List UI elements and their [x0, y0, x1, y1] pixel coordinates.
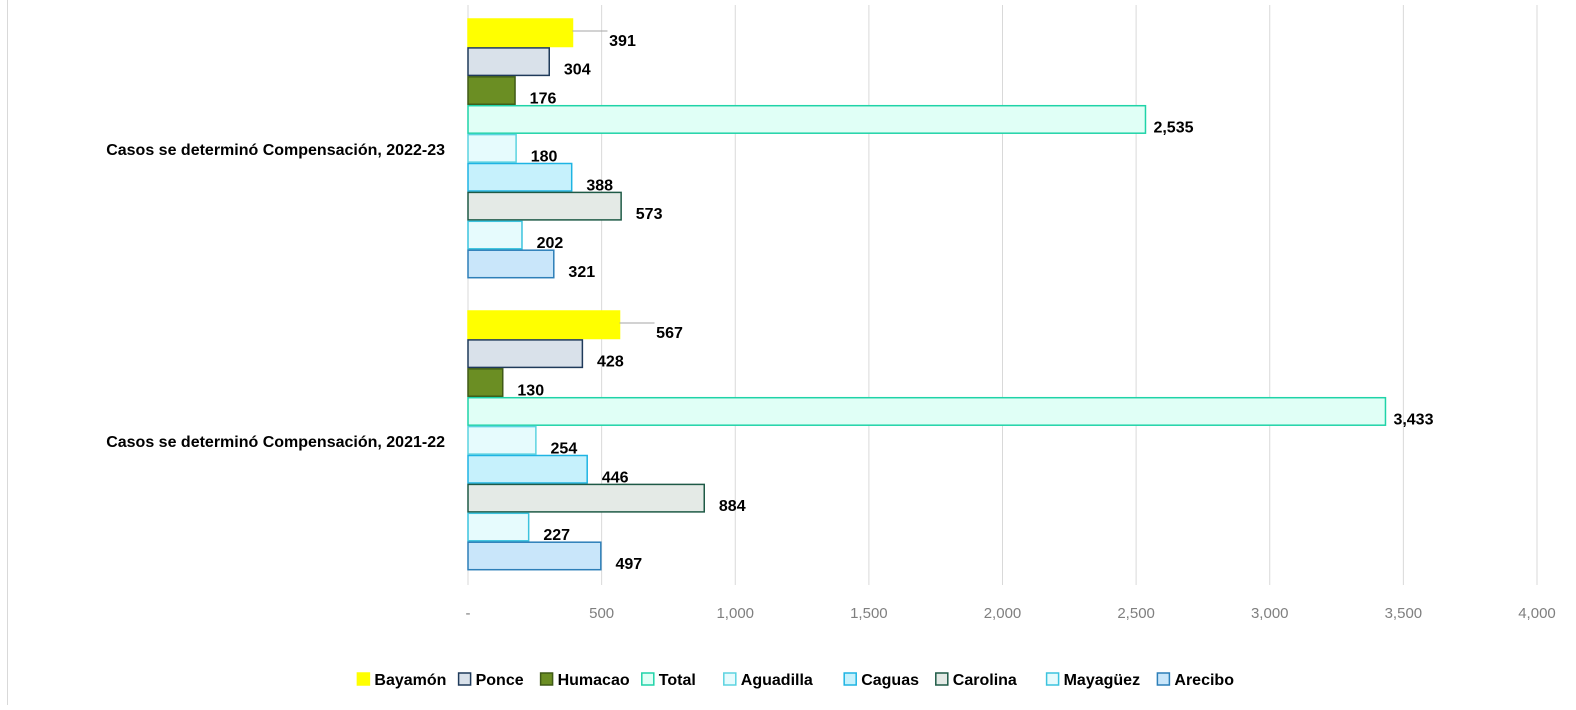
- x-tick-label: -: [466, 605, 471, 622]
- data-label-caguas: 446: [602, 469, 629, 486]
- legend-swatch: [356, 672, 371, 686]
- bar-aguadilla-2: [467, 425, 537, 455]
- legend-label: Bayamón: [374, 672, 446, 689]
- bar-bayamon-2: [467, 310, 621, 340]
- data-label-caguas: 388: [586, 177, 613, 194]
- legend-item-humacao: Humacao: [539, 672, 630, 689]
- bar-ponce-2: [467, 339, 584, 369]
- data-label-arecibo: 497: [615, 556, 642, 573]
- data-label-aguadilla: 180: [531, 148, 558, 165]
- bar-total-1: [467, 104, 1147, 134]
- legend-swatch: [723, 672, 737, 686]
- x-tick-label: 500: [589, 605, 614, 622]
- legend-item-caguas: Caguas: [843, 672, 919, 689]
- legend-label: Aguadilla: [741, 672, 813, 689]
- legend-label: Ponce: [476, 672, 524, 689]
- data-label-total: 2,535: [1153, 119, 1193, 136]
- data-label-carolina: 884: [719, 498, 746, 515]
- bar-total-2: [467, 396, 1387, 426]
- gridlines: [467, 5, 1538, 585]
- legend-item-total: Total: [641, 672, 696, 689]
- data-label-arecibo: 321: [568, 264, 595, 281]
- chart-frame-edge: [7, 0, 8, 705]
- data-label-mayaguez: 202: [537, 235, 564, 252]
- x-tick-label: 2,000: [984, 605, 1022, 622]
- bars: [467, 18, 1387, 571]
- legend-label: Mayagüez: [1064, 672, 1140, 689]
- data-label-humacao: 176: [530, 91, 557, 108]
- x-tick-label: 2,500: [1117, 605, 1155, 622]
- x-tick-label: 3,500: [1385, 605, 1423, 622]
- x-tick-label: 4,000: [1518, 605, 1556, 622]
- legend-label: Arecibo: [1174, 672, 1234, 689]
- legend-item-arecibo: Arecibo: [1156, 672, 1234, 689]
- legend-label: Humacao: [558, 672, 630, 689]
- bar-arecibo-2: [467, 541, 602, 571]
- category-label: Casos se determinó Compensación, 2022-23: [106, 142, 445, 159]
- legend-swatch: [843, 672, 857, 686]
- data-label-mayaguez: 227: [543, 527, 570, 544]
- legend-swatch: [1156, 672, 1171, 686]
- bar-mayaguez-2: [467, 512, 530, 542]
- x-tick-label: 1,000: [716, 605, 754, 622]
- bar-arecibo-1: [467, 249, 555, 279]
- legend-item-aguadilla: Aguadilla: [723, 672, 813, 689]
- x-tick-label: 1,500: [850, 605, 888, 622]
- bar-caguas-1: [467, 162, 573, 192]
- legend-label: Total: [659, 672, 696, 689]
- category-label: Casos se determinó Compensación, 2021-22: [106, 434, 445, 451]
- data-label-bayamon: 567: [656, 325, 683, 342]
- legend-item-carolina: Carolina: [935, 672, 1017, 689]
- data-label-carolina: 573: [636, 206, 663, 223]
- x-tick-label: 3,000: [1251, 605, 1289, 622]
- bar-humacao-1: [467, 76, 516, 106]
- bar-aguadilla-1: [467, 133, 517, 163]
- legend-item-ponce: Ponce: [457, 672, 524, 689]
- data-label-total: 3,433: [1393, 411, 1433, 428]
- bar-carolina-1: [467, 191, 622, 221]
- legend: Bayamón Ponce Humacao Total Aguadilla Caguas C…: [356, 672, 1234, 689]
- data-label-bayamon: 391: [609, 33, 636, 50]
- bar-mayaguez-1: [467, 220, 523, 250]
- axes: - 500 1,000 1,500 2,000 2,500 3,000 3,500 4,000 C…: [106, 142, 1556, 622]
- legend-item-mayaguez: Mayagüez: [1045, 672, 1140, 689]
- legend-swatch: [457, 672, 472, 686]
- data-label-humacao: 130: [517, 383, 544, 400]
- legend-label: Caguas: [861, 672, 919, 689]
- legend-swatch: [935, 672, 949, 686]
- legend-item-bayamon: Bayamón: [356, 672, 446, 689]
- data-label-aguadilla: 254: [551, 440, 578, 457]
- bar-humacao-2: [467, 368, 504, 398]
- bar-carolina-2: [467, 483, 705, 513]
- legend-swatch: [1045, 672, 1060, 686]
- bar-caguas-2: [467, 454, 588, 484]
- legend-swatch: [641, 672, 655, 686]
- bar-ponce-1: [467, 47, 550, 77]
- bar-bayamon-1: [467, 18, 574, 48]
- legend-swatch: [539, 672, 554, 686]
- legend-label: Carolina: [953, 672, 1017, 689]
- data-label-ponce: 304: [564, 62, 591, 79]
- data-label-ponce: 428: [597, 354, 624, 371]
